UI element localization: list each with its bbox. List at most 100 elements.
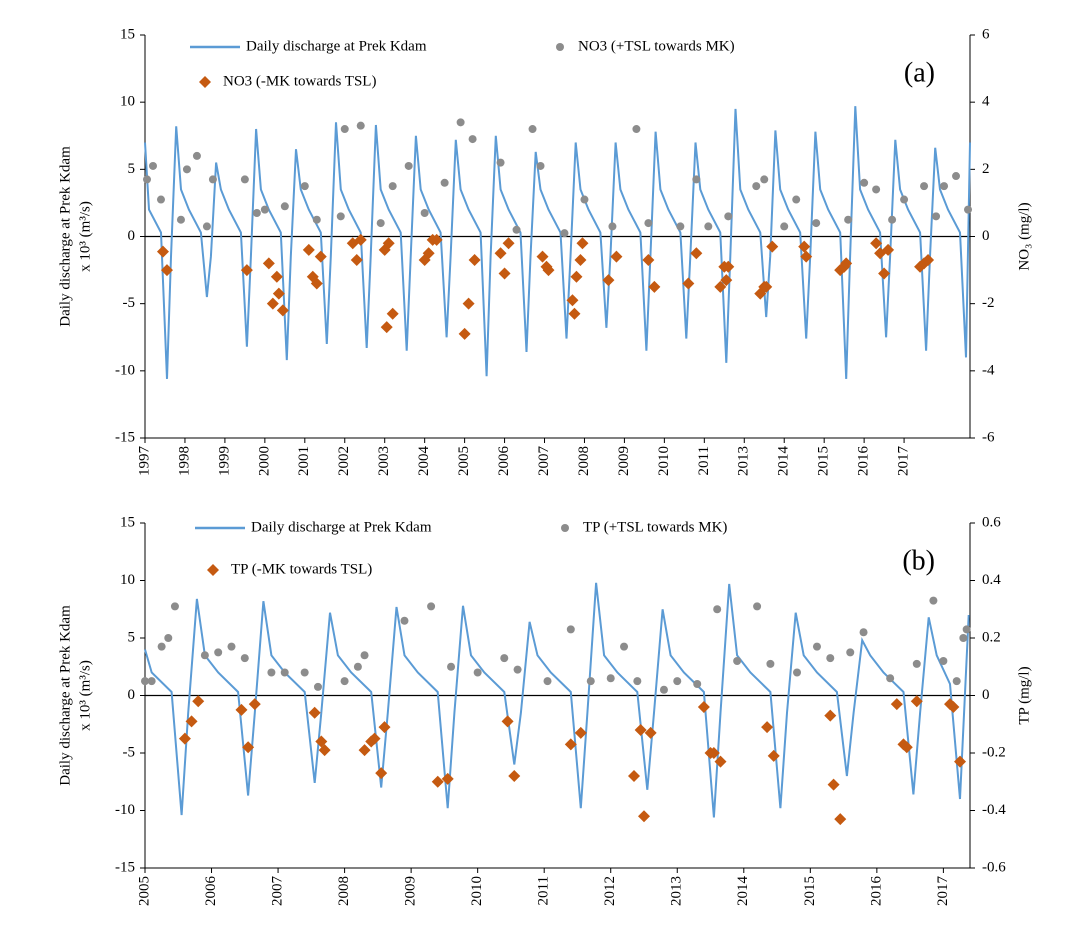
circle-point [733, 657, 742, 665]
x-tick-label: 2004 [416, 446, 432, 477]
x-tick-label: 2002 [336, 446, 352, 476]
diamond-point [240, 264, 253, 277]
circle-point [932, 212, 941, 221]
x-tick-label: 2008 [336, 876, 352, 906]
y-tick-label: -10 [115, 802, 135, 818]
circle-point [704, 222, 713, 231]
circle-point [340, 125, 349, 134]
circle-point [252, 208, 261, 217]
circle-point [826, 654, 835, 663]
x-tick-label: 2010 [469, 876, 485, 906]
y2-axis-title: NO₃ (mg/l) [1016, 202, 1032, 270]
circle-point [356, 121, 365, 130]
circle-point [844, 215, 853, 224]
diamond-point [185, 715, 198, 728]
circle-point [753, 602, 762, 611]
diamond-point [441, 772, 454, 785]
circle-point [468, 135, 477, 144]
circle-point [400, 616, 409, 625]
circle-point [959, 634, 968, 642]
x-tick-label: 2017 [896, 446, 912, 477]
x-tick-label: 2006 [203, 876, 219, 907]
circle-point [964, 205, 973, 214]
circle-point [192, 151, 201, 160]
circle-point [872, 185, 881, 194]
legend-label: TP (+TSL towards MK) [583, 519, 727, 535]
circle-point [164, 634, 173, 642]
y-tick-label: 5 [128, 161, 136, 177]
circle-point [208, 175, 217, 184]
diamond-point [178, 732, 191, 745]
diamond-point [458, 327, 471, 340]
x-tick-label: 2001 [296, 446, 312, 476]
diamond-point [574, 254, 587, 267]
diamond-point [634, 724, 647, 736]
diamond-point [827, 778, 840, 791]
diamond-point [947, 701, 960, 713]
circle-point [900, 195, 909, 204]
circle-point [724, 212, 733, 221]
diamond-point [767, 749, 780, 762]
x-tick-label: 2007 [536, 446, 552, 477]
diamond-point [276, 304, 289, 317]
y2-tick-label: -2 [982, 295, 995, 311]
circle-point [860, 178, 869, 187]
circle-point [240, 654, 249, 663]
x-tick-label: 1998 [176, 446, 192, 476]
circle-point [157, 642, 166, 651]
diamond-point [542, 264, 555, 277]
y-tick-label: -5 [123, 744, 136, 760]
x-tick-label: 2016 [868, 876, 884, 907]
diamond-point [308, 706, 321, 719]
circle-point [692, 175, 701, 184]
x-tick-label: 2006 [496, 446, 512, 477]
diamond-point [314, 250, 327, 263]
circle-point [142, 175, 151, 184]
x-tick-label: 2007 [270, 876, 286, 907]
diamond-point [358, 744, 371, 757]
y-tick-label: 10 [120, 572, 135, 588]
y2-tick-label: 0.2 [982, 629, 1001, 645]
x-tick-label: 2010 [656, 446, 672, 476]
circle-point [447, 662, 456, 671]
circle-point [859, 628, 868, 637]
circle-point [280, 668, 289, 677]
circle-point [202, 222, 211, 231]
diamond-point [501, 715, 514, 728]
circle-point [752, 182, 761, 191]
circle-point [608, 222, 617, 231]
diamond-point [431, 775, 444, 788]
circle-point [760, 175, 769, 184]
circle-point [812, 642, 821, 651]
circle-point [340, 677, 349, 686]
y-tick-label: -15 [115, 859, 135, 875]
circle-point [376, 219, 385, 228]
circle-point [673, 677, 682, 686]
diamond-point [642, 254, 655, 267]
x-tick-label: 2015 [802, 876, 818, 906]
circle-point [620, 642, 629, 651]
x-tick-label: 2005 [136, 876, 152, 906]
circle-point [676, 222, 685, 231]
y2-tick-label: 6 [982, 26, 990, 42]
diamond-point [761, 721, 774, 734]
circle-point [500, 654, 509, 663]
x-tick-label: 2012 [602, 876, 618, 906]
legend-label: Daily discharge at Prek Kdam [251, 519, 432, 535]
circle-point [427, 602, 436, 611]
legend-swatch [207, 564, 219, 576]
y-tick-label: -15 [115, 429, 135, 445]
circle-point [182, 165, 191, 174]
circle-point [644, 219, 653, 228]
diamond-point [502, 237, 515, 250]
diamond-point [468, 254, 481, 267]
diamond-point [697, 701, 710, 713]
circle-point [888, 215, 897, 224]
diamond-point [576, 237, 589, 250]
circle-point [148, 161, 157, 170]
x-tick-label: 2008 [576, 446, 592, 476]
circle-point [227, 642, 236, 651]
diamond-point [508, 770, 521, 782]
diamond-point [380, 321, 393, 334]
y2-axis-title: TP (mg/l) [1016, 666, 1032, 724]
